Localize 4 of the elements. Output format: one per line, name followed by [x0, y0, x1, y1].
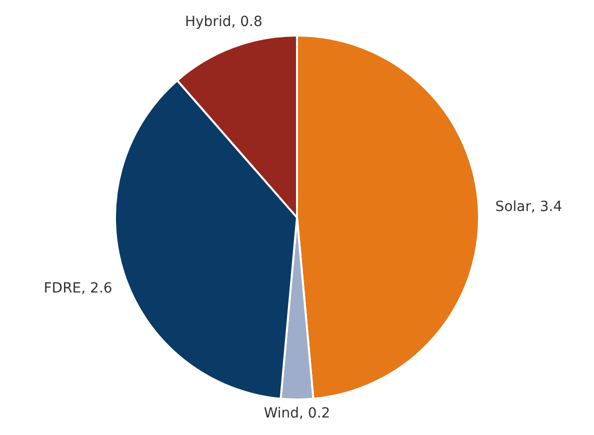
data-label: FDRE, 2.6	[44, 280, 112, 297]
data-label: Hybrid, 0.8	[184, 14, 262, 30]
data-label: Solar, 3.4	[495, 199, 562, 216]
data-label: Wind, 0.2	[264, 406, 330, 422]
